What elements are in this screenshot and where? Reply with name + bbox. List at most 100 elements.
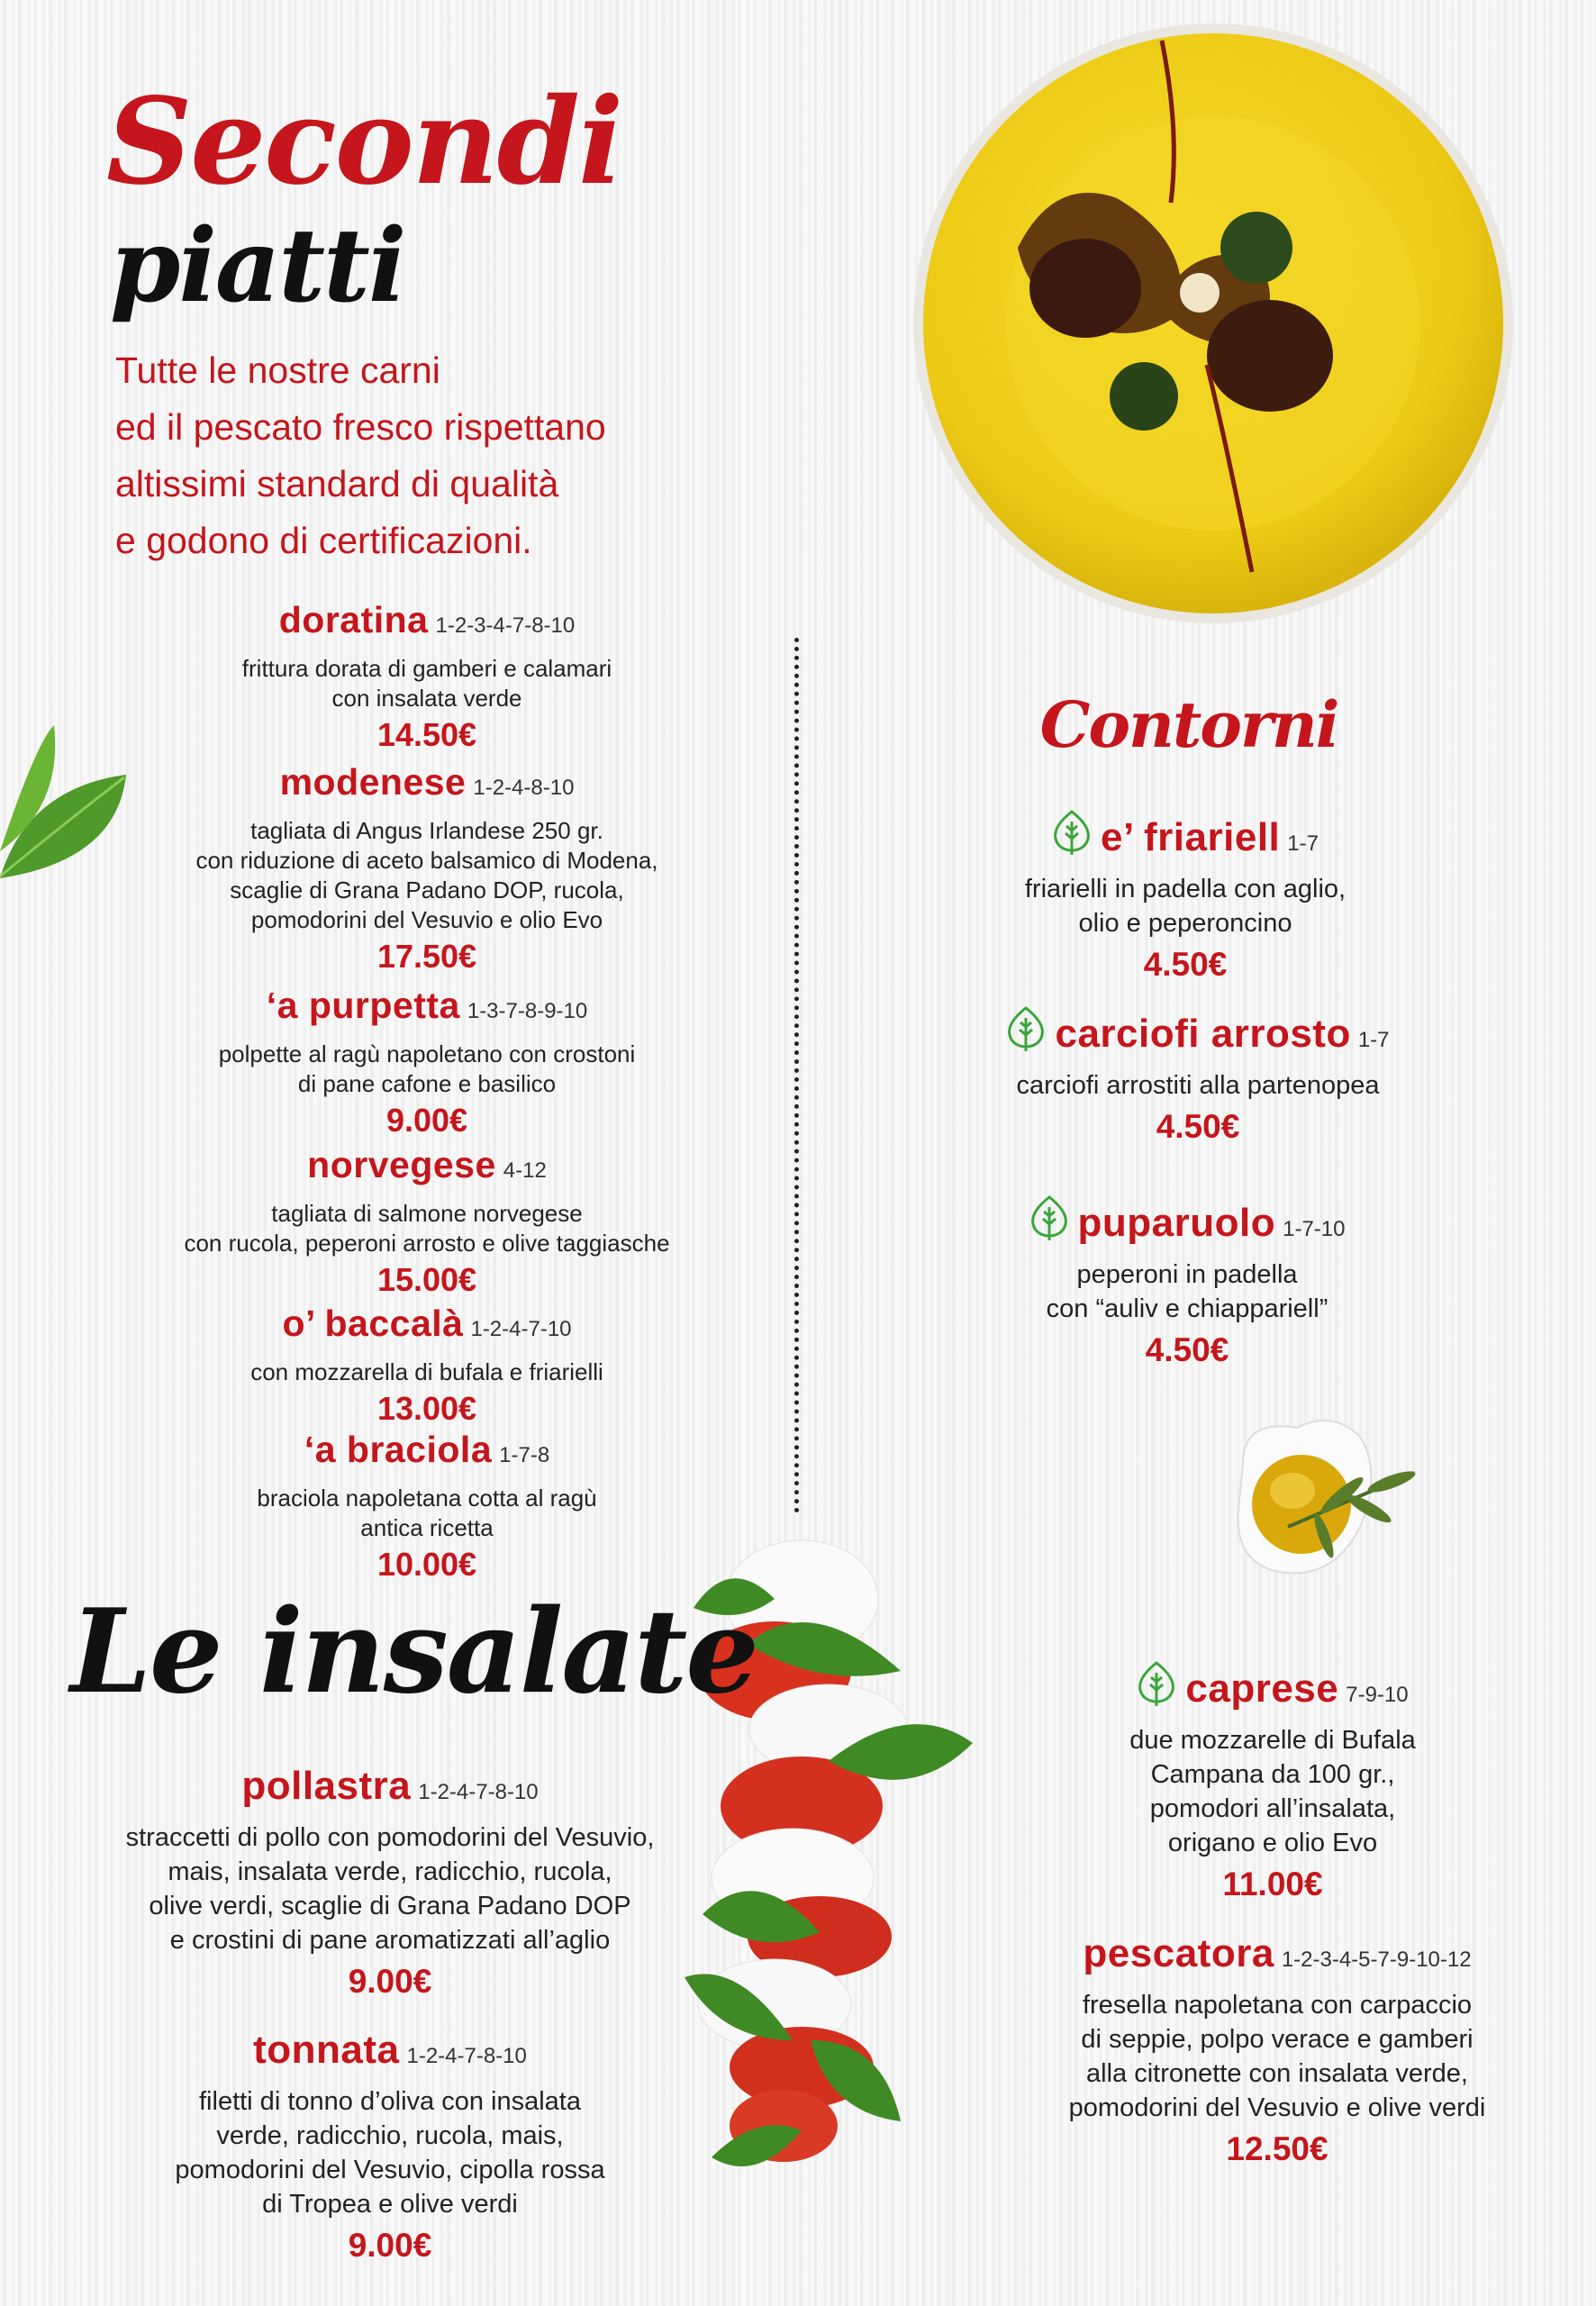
item-description-line: braciola napoletana cotta al ragù	[257, 1484, 597, 1512]
item-allergens: 1-2-4-7-8-10	[406, 2044, 527, 2068]
item-description-line: Campana da 100 gr.,	[1150, 1760, 1395, 1789]
item-heading: tonnata 1-2-4-7-8-10	[3, 2025, 777, 2084]
item-name: modenese	[279, 761, 467, 803]
intro-line: e godono di certificazioni.	[115, 520, 532, 561]
item-heading: ‘a purpetta 1-3-7-8-9-10	[40, 980, 814, 1040]
item-name: tonnata	[253, 2028, 400, 2072]
item-description-line: pomodori all’insalata,	[1149, 1794, 1396, 1823]
item-heading: modenese 1-2-4-8-10	[40, 757, 814, 816]
item-description-line: con “auliv e chiappariell”	[1046, 1294, 1328, 1323]
item-allergens: 1-7-10	[1283, 1217, 1346, 1241]
menu-item-insalate: pollastra 1-2-4-7-8-10 straccetti di pollo…	[3, 1761, 777, 2006]
menu-item-contorni: carciofi arrosto 1-7 carciofi arrostiti al…	[811, 1005, 1585, 1151]
item-name: pescatora	[1083, 1931, 1274, 1975]
item-description-line: friarielli in padella con aglio,	[1024, 875, 1347, 903]
item-description-line: olio e peperoncino	[1078, 909, 1292, 938]
item-description-line: con mozzarella di bufala e friarielli	[250, 1358, 603, 1385]
item-price: 13.00€	[376, 1390, 477, 1427]
menu-item-insalate: tonnata 1-2-4-7-8-10 filetti di tonno d’ol…	[3, 2025, 777, 2270]
item-allergens: 1-2-4-7-8-10	[418, 1780, 539, 1804]
item-description-line: peperoni in padella	[1076, 1260, 1298, 1289]
item-name: doratina	[278, 599, 429, 640]
item-description-line: pomodorini del Vesuvio e olive verdi	[1068, 2093, 1486, 2122]
plate-photo	[913, 23, 1513, 623]
item-heading: puparuolo 1-7-10	[800, 1194, 1574, 1257]
item-description-line: tagliata di salmone norvegese	[271, 1200, 583, 1227]
item-description-line: fresella napoletana con carpaccio	[1082, 1991, 1473, 2020]
caprese-tower-photo	[685, 1539, 973, 2166]
item-description-line: pomodorini del Vesuvio, cipolla rossa	[175, 2156, 605, 2184]
item-name: caprese	[1185, 1666, 1339, 1711]
menu-item-insalate: caprese 7-9-10 due mozzarelle di Bufala Cam…	[885, 1660, 1596, 1909]
piatti-title: piatti	[110, 207, 406, 325]
item-description-line: olive verdi, scaglie di Grana Padano DOP	[149, 1892, 631, 1920]
menu-item-insalate: pescatora 1-2-3-4-5-7-9-10-12 fresella nap…	[890, 1929, 1596, 2174]
leaf-icon	[1052, 809, 1092, 856]
item-description-line: alla citronette con insalata verde,	[1086, 2059, 1468, 2088]
insalate-title: Le insalate	[70, 1584, 759, 1720]
item-price: 17.50€	[376, 938, 477, 975]
item-description-line: pomodorini del Vesuvio e olio Evo	[250, 906, 603, 933]
item-heading: norvegese 4-12	[40, 1139, 814, 1199]
item-heading: pescatora 1-2-3-4-5-7-9-10-12	[890, 1929, 1596, 1988]
basil-leaf-photo	[0, 725, 126, 878]
item-description-line: di pane cafone e basilico	[297, 1070, 557, 1097]
item-name: o’ baccalà	[282, 1303, 464, 1344]
item-description-line: scaglie di Grana Padano DOP, rucola,	[230, 876, 624, 903]
menu-item-secondi: o’ baccalà 1-2-4-7-10 con mozzarella di bu…	[40, 1298, 814, 1430]
intro-line: ed il pescato fresco rispettano	[115, 406, 606, 448]
item-description-line: antica ricetta	[360, 1514, 494, 1541]
menu-item-secondi: modenese 1-2-4-8-10 tagliata di Angus Irla…	[40, 757, 814, 978]
leaf-icon	[1137, 1660, 1176, 1707]
item-price: 4.50€	[1145, 1331, 1229, 1368]
contorni-title: Contorni	[1039, 687, 1340, 762]
menu-item-contorni: puparuolo 1-7-10 peperoni in padella con “a…	[800, 1194, 1574, 1375]
item-price: 14.50€	[376, 716, 477, 753]
item-description-line: mais, insalata verde, radicchio, rucola,	[168, 1857, 612, 1886]
item-heading: carciofi arrosto 1-7	[811, 1005, 1585, 1068]
item-description-line: e crostini di pane aromatizzati all’agli…	[169, 1926, 611, 1955]
item-allergens: 1-2-4-7-10	[470, 1317, 572, 1341]
item-price: 12.50€	[1226, 2130, 1328, 2167]
item-description-line: con riduzione di aceto balsamico di Mode…	[195, 847, 658, 874]
item-price: 9.00€	[348, 2227, 432, 2264]
item-description-line: di Tropea e olive verdi	[262, 2190, 518, 2219]
menu-item-secondi: doratina 1-2-3-4-7-8-10 frittura dorata di…	[40, 595, 814, 757]
item-name: ‘a purpetta	[266, 985, 460, 1026]
item-description-line: tagliata di Angus Irlandese 250 gr.	[250, 817, 603, 844]
item-allergens: 1-2-4-8-10	[473, 776, 575, 800]
menu-item-secondi: ‘a purpetta 1-3-7-8-9-10 polpette al ragù …	[40, 980, 814, 1142]
item-name: puparuolo	[1077, 1201, 1276, 1245]
item-allergens: 1-7-8	[499, 1443, 550, 1467]
item-description-line: straccetti di pollo con pomodorini del V…	[125, 1823, 655, 1852]
menu-item-secondi: ‘a braciola 1-7-8 braciola napoletana cott…	[40, 1424, 814, 1586]
item-heading: ‘a braciola 1-7-8	[40, 1424, 814, 1484]
item-price: 4.50€	[1143, 946, 1228, 983]
item-allergens: 1-2-3-4-5-7-9-10-12	[1281, 1947, 1472, 1972]
item-allergens: 1-7	[1357, 1028, 1390, 1052]
item-heading: pollastra 1-2-4-7-8-10	[3, 1761, 777, 1820]
item-name: e’ friariell	[1101, 815, 1281, 859]
item-price: 9.00€	[348, 1963, 432, 2000]
menu-item-secondi: norvegese 4-12 tagliata di salmone norvege…	[40, 1139, 814, 1302]
dotted-divider	[794, 638, 799, 1513]
item-description-line: origano e olio Evo	[1167, 1829, 1378, 1857]
intro-line: Tutte le nostre carni	[115, 350, 440, 391]
item-price: 11.00€	[1222, 1866, 1323, 1902]
leaf-icon	[1029, 1194, 1069, 1241]
item-allergens: 1-7	[1287, 831, 1319, 856]
item-price: 10.00€	[376, 1546, 477, 1583]
item-description-line: con insalata verde	[331, 685, 522, 712]
item-description-line: con rucola, peperoni arrosto e olive tag…	[184, 1230, 670, 1257]
olive-oil-bowl-photo	[1237, 1420, 1416, 1575]
item-heading: o’ baccalà 1-2-4-7-10	[40, 1298, 814, 1357]
leaf-icon	[1006, 1005, 1046, 1052]
item-description-line: carciofi arrostiti alla partenopea	[1016, 1071, 1380, 1100]
item-allergens: 4-12	[503, 1158, 547, 1183]
item-allergens: 1-3-7-8-9-10	[467, 999, 588, 1023]
item-price: 9.00€	[385, 1102, 468, 1139]
intro-text: Tutte le nostre carni ed il pescato fres…	[115, 342, 606, 569]
item-description-line: verde, radicchio, rucola, mais,	[216, 2121, 564, 2150]
item-name: pollastra	[241, 1764, 412, 1808]
item-heading: caprese 7-9-10	[885, 1660, 1596, 1723]
